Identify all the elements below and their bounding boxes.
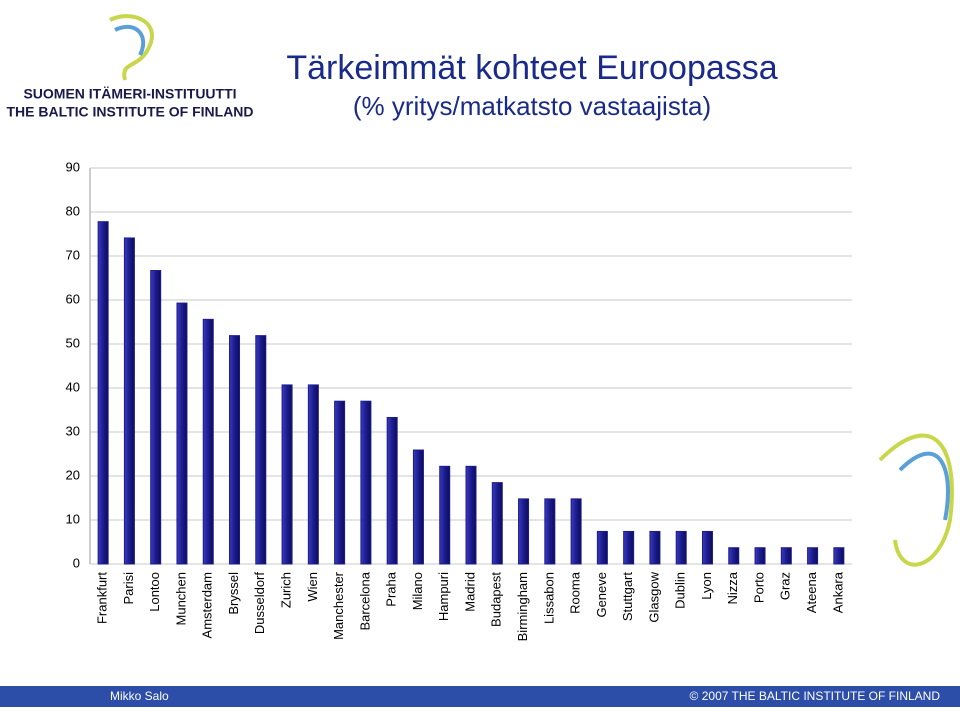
bar: [833, 547, 845, 565]
x-tick-label: Glasgow: [646, 571, 661, 622]
bar: [623, 530, 635, 565]
bar: [518, 498, 530, 565]
bar: [281, 384, 293, 565]
bar: [202, 318, 214, 565]
logo-icon: [109, 14, 954, 567]
bar: [570, 498, 582, 565]
bar: [386, 416, 398, 565]
bar: [649, 530, 661, 565]
x-tick-label: Budapest: [489, 572, 504, 627]
x-tick-label: Graz: [778, 572, 793, 600]
y-tick-label: 20: [66, 467, 80, 482]
bar: [465, 465, 477, 565]
x-tick-label: Ankara: [830, 571, 845, 613]
x-tick-label: Parisi: [121, 572, 136, 605]
bar: [229, 335, 241, 565]
bar: [728, 547, 740, 565]
footer-copyright: © 2007 THE BALTIC INSTITUTE OF FINLAND: [690, 689, 941, 703]
footer-bar: [0, 686, 960, 707]
x-tick-label: Barcelona: [357, 571, 372, 630]
chart-subtitle: (% yritys/matkatsto vastaajista): [353, 91, 711, 121]
bar: [307, 384, 319, 565]
x-tick-label: Munchen: [173, 572, 188, 625]
bar: [334, 400, 346, 565]
x-tick-label: Milano: [410, 572, 425, 610]
y-tick-label: 0: [73, 555, 80, 570]
x-tick-label: Lontoo: [147, 572, 162, 612]
y-tick-label: 10: [66, 511, 80, 526]
y-tick-label: 90: [66, 159, 80, 174]
bar: [123, 237, 135, 565]
x-tick-label: Frankfurt: [95, 572, 110, 624]
x-tick-label: Lyon: [699, 572, 714, 600]
bar: [97, 221, 109, 565]
bar: [754, 547, 766, 565]
x-tick-label: Birmingham: [515, 572, 530, 641]
logo-text: SUOMEN ITÄMERI-INSTITUUTTI: [23, 86, 236, 102]
bar: [412, 449, 424, 565]
x-tick-label: Amsterdam: [200, 572, 215, 638]
y-tick-label: 50: [66, 335, 80, 350]
x-tick-label: Rooma: [568, 571, 583, 614]
bar: [176, 302, 188, 565]
bar: [807, 547, 819, 565]
y-tick-label: 60: [66, 291, 80, 306]
bar: [701, 530, 713, 565]
bar: [150, 270, 162, 565]
x-tick-label: Dublin: [673, 572, 688, 609]
x-tick-label: Zurich: [279, 572, 294, 608]
x-tick-label: Manchester: [331, 571, 346, 640]
bar: [544, 498, 556, 565]
bar: [491, 482, 503, 565]
x-tick-label: Praha: [384, 571, 399, 606]
x-tick-label: Lissabon: [541, 572, 556, 624]
y-tick-label: 70: [66, 247, 80, 262]
chart-title: Tärkeimmät kohteet Euroopassa: [286, 49, 777, 87]
x-tick-label: Nizza: [725, 571, 740, 604]
bar: [255, 335, 267, 565]
x-tick-label: Ateena: [804, 571, 819, 613]
bar: [780, 547, 792, 565]
x-tick-label: Madrid: [462, 572, 477, 612]
logo-text: THE BALTIC INSTITUTE OF FINLAND: [6, 104, 253, 120]
x-tick-label: Stuttgart: [620, 572, 635, 622]
x-tick-label: Bryssel: [226, 572, 241, 615]
y-tick-label: 80: [66, 203, 80, 218]
bar: [675, 530, 687, 565]
bar: [360, 400, 372, 565]
x-tick-label: Wien: [305, 572, 320, 602]
footer-author: Mikko Salo: [110, 689, 169, 703]
x-tick-label: Geneve: [594, 572, 609, 618]
y-tick-label: 30: [66, 423, 80, 438]
bar: [439, 465, 451, 565]
x-tick-label: Porto: [751, 572, 766, 603]
bar: [596, 530, 608, 565]
x-tick-label: Dusseldorf: [252, 572, 267, 635]
x-tick-label: Hampuri: [436, 572, 451, 621]
y-tick-label: 40: [66, 379, 80, 394]
